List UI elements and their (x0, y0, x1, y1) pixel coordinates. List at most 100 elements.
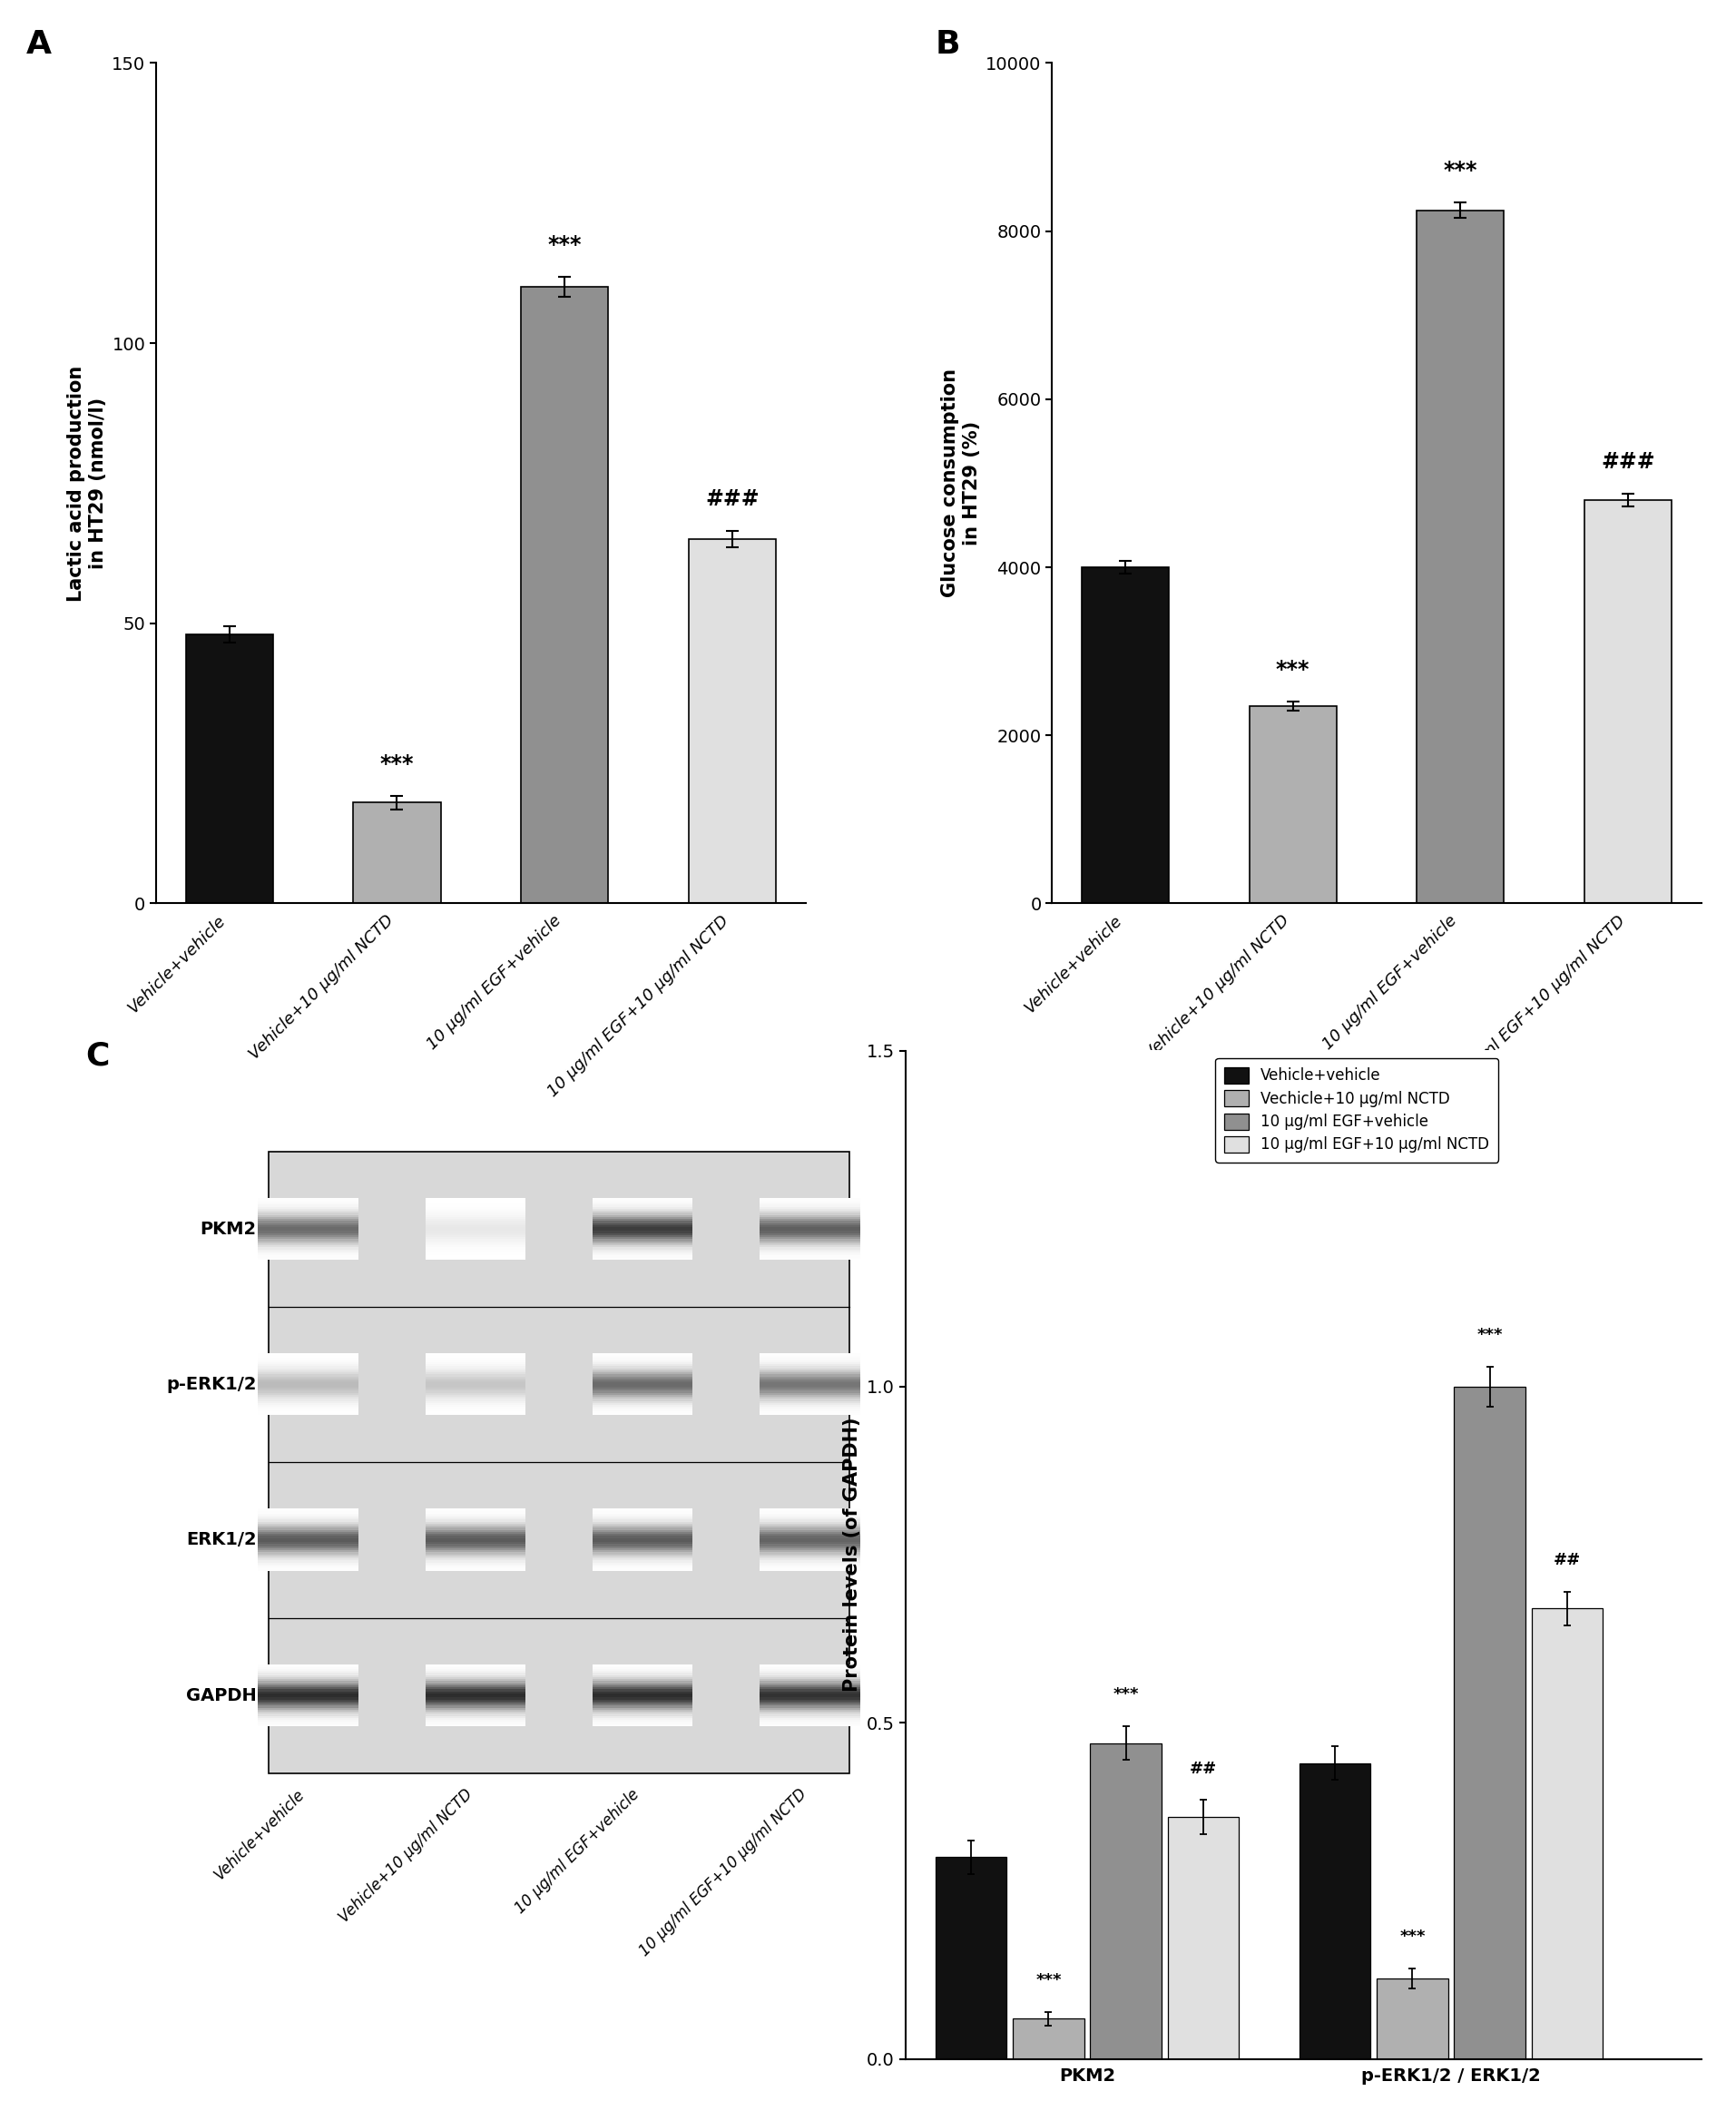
Bar (592, 1378, 693, 1380)
Bar (259, 1521, 358, 1523)
Y-axis label: Glucose consumption
in HT29 (%): Glucose consumption in HT29 (%) (941, 370, 981, 597)
Text: C: C (85, 1040, 109, 1072)
Bar (760, 1723, 859, 1727)
Bar (259, 1248, 358, 1252)
Bar (760, 1521, 859, 1523)
Bar (425, 1235, 526, 1237)
Bar (760, 1670, 859, 1672)
Bar (425, 1685, 526, 1687)
Bar (760, 1702, 859, 1706)
Bar (425, 1546, 526, 1551)
Bar (592, 1546, 693, 1548)
Bar (592, 1664, 693, 1666)
Bar (259, 1366, 358, 1368)
Bar (425, 1551, 526, 1555)
Bar (1455, 1387, 1526, 2059)
Bar (425, 1385, 526, 1387)
Bar (592, 1698, 693, 1700)
Bar (592, 1361, 693, 1364)
Bar (760, 1235, 859, 1237)
Bar (760, 1225, 859, 1227)
Bar (592, 1387, 693, 1389)
Bar (760, 1252, 859, 1256)
Bar (592, 1408, 693, 1412)
Bar (592, 1412, 693, 1416)
Bar (425, 1221, 526, 1223)
Bar (592, 1532, 693, 1534)
Bar (259, 1406, 358, 1410)
Legend: Vehicle+vehicle, Vechicle+10 μg/ml NCTD, 10 μg/ml EGF+vehicle, 10 μg/ml EGF+10 μ: Vehicle+vehicle, Vechicle+10 μg/ml NCTD,… (1215, 1059, 1498, 1162)
Bar (259, 1393, 358, 1397)
Bar (259, 1698, 358, 1700)
Bar (259, 1664, 358, 1666)
Bar (259, 1231, 358, 1233)
Bar (760, 1693, 859, 1696)
Bar (592, 1723, 693, 1727)
Bar (760, 1704, 859, 1708)
Bar (592, 1382, 693, 1385)
Text: ##: ## (1189, 1761, 1217, 1777)
Bar (760, 1395, 859, 1399)
Bar (259, 1544, 358, 1546)
Text: PKM2: PKM2 (200, 1221, 257, 1237)
Bar (425, 1717, 526, 1721)
Text: ***: *** (1444, 160, 1477, 181)
Bar (592, 1401, 693, 1406)
Bar (760, 1513, 859, 1515)
Bar (259, 1355, 358, 1357)
Bar (592, 1380, 693, 1382)
Bar (592, 1521, 693, 1523)
Bar (592, 1359, 693, 1361)
Bar (760, 1710, 859, 1714)
Bar (592, 1714, 693, 1719)
Bar (259, 1380, 358, 1382)
Bar (425, 1519, 526, 1521)
Bar (425, 1559, 526, 1563)
Bar (425, 1708, 526, 1712)
Bar (760, 1216, 859, 1219)
Bar (592, 1208, 693, 1210)
Bar (592, 1403, 693, 1408)
Bar (259, 1517, 358, 1519)
Bar (592, 1252, 693, 1256)
Bar (592, 1542, 693, 1544)
Bar (425, 1393, 526, 1397)
Bar (760, 1246, 859, 1250)
Bar (259, 1706, 358, 1710)
Bar (760, 1221, 859, 1223)
Bar (259, 1532, 358, 1534)
Bar (425, 1664, 526, 1666)
Bar (425, 1546, 526, 1548)
Bar (760, 1372, 859, 1374)
Bar (760, 1355, 859, 1357)
Bar (592, 1681, 693, 1683)
Bar (592, 1231, 693, 1233)
Bar (259, 1370, 358, 1372)
Bar (592, 1393, 693, 1397)
Bar (259, 1551, 358, 1555)
Bar (259, 1216, 358, 1219)
Bar (425, 1248, 526, 1252)
Bar (425, 1229, 526, 1231)
Text: p-ERK1/2: p-ERK1/2 (167, 1376, 257, 1393)
Bar (259, 1717, 358, 1721)
Bar (760, 1397, 859, 1401)
Bar (259, 1696, 358, 1698)
Bar (760, 1546, 859, 1548)
Bar (760, 1223, 859, 1225)
Bar (760, 1532, 859, 1534)
Bar (259, 1221, 358, 1223)
Bar (259, 1563, 358, 1567)
Bar (760, 1681, 859, 1683)
Bar (425, 1691, 526, 1693)
Bar (425, 1235, 526, 1240)
Bar (425, 1231, 526, 1233)
Text: Vehicle+vehicle: Vehicle+vehicle (212, 1786, 309, 1882)
Bar (259, 1513, 358, 1515)
Bar (592, 1534, 693, 1536)
Bar (259, 1687, 358, 1689)
Bar (259, 1227, 358, 1229)
Bar (425, 1237, 526, 1242)
Bar (592, 1244, 693, 1248)
Bar (425, 1380, 526, 1382)
